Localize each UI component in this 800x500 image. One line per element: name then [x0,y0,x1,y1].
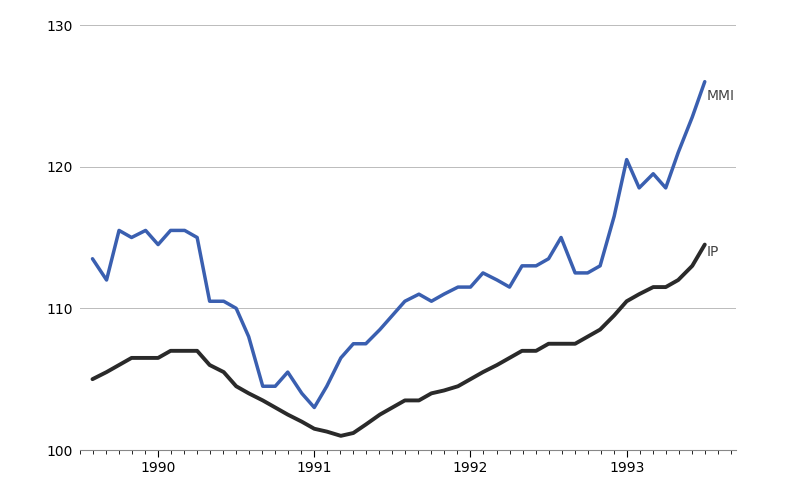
Text: MMI: MMI [707,89,735,103]
Text: IP: IP [707,244,719,258]
